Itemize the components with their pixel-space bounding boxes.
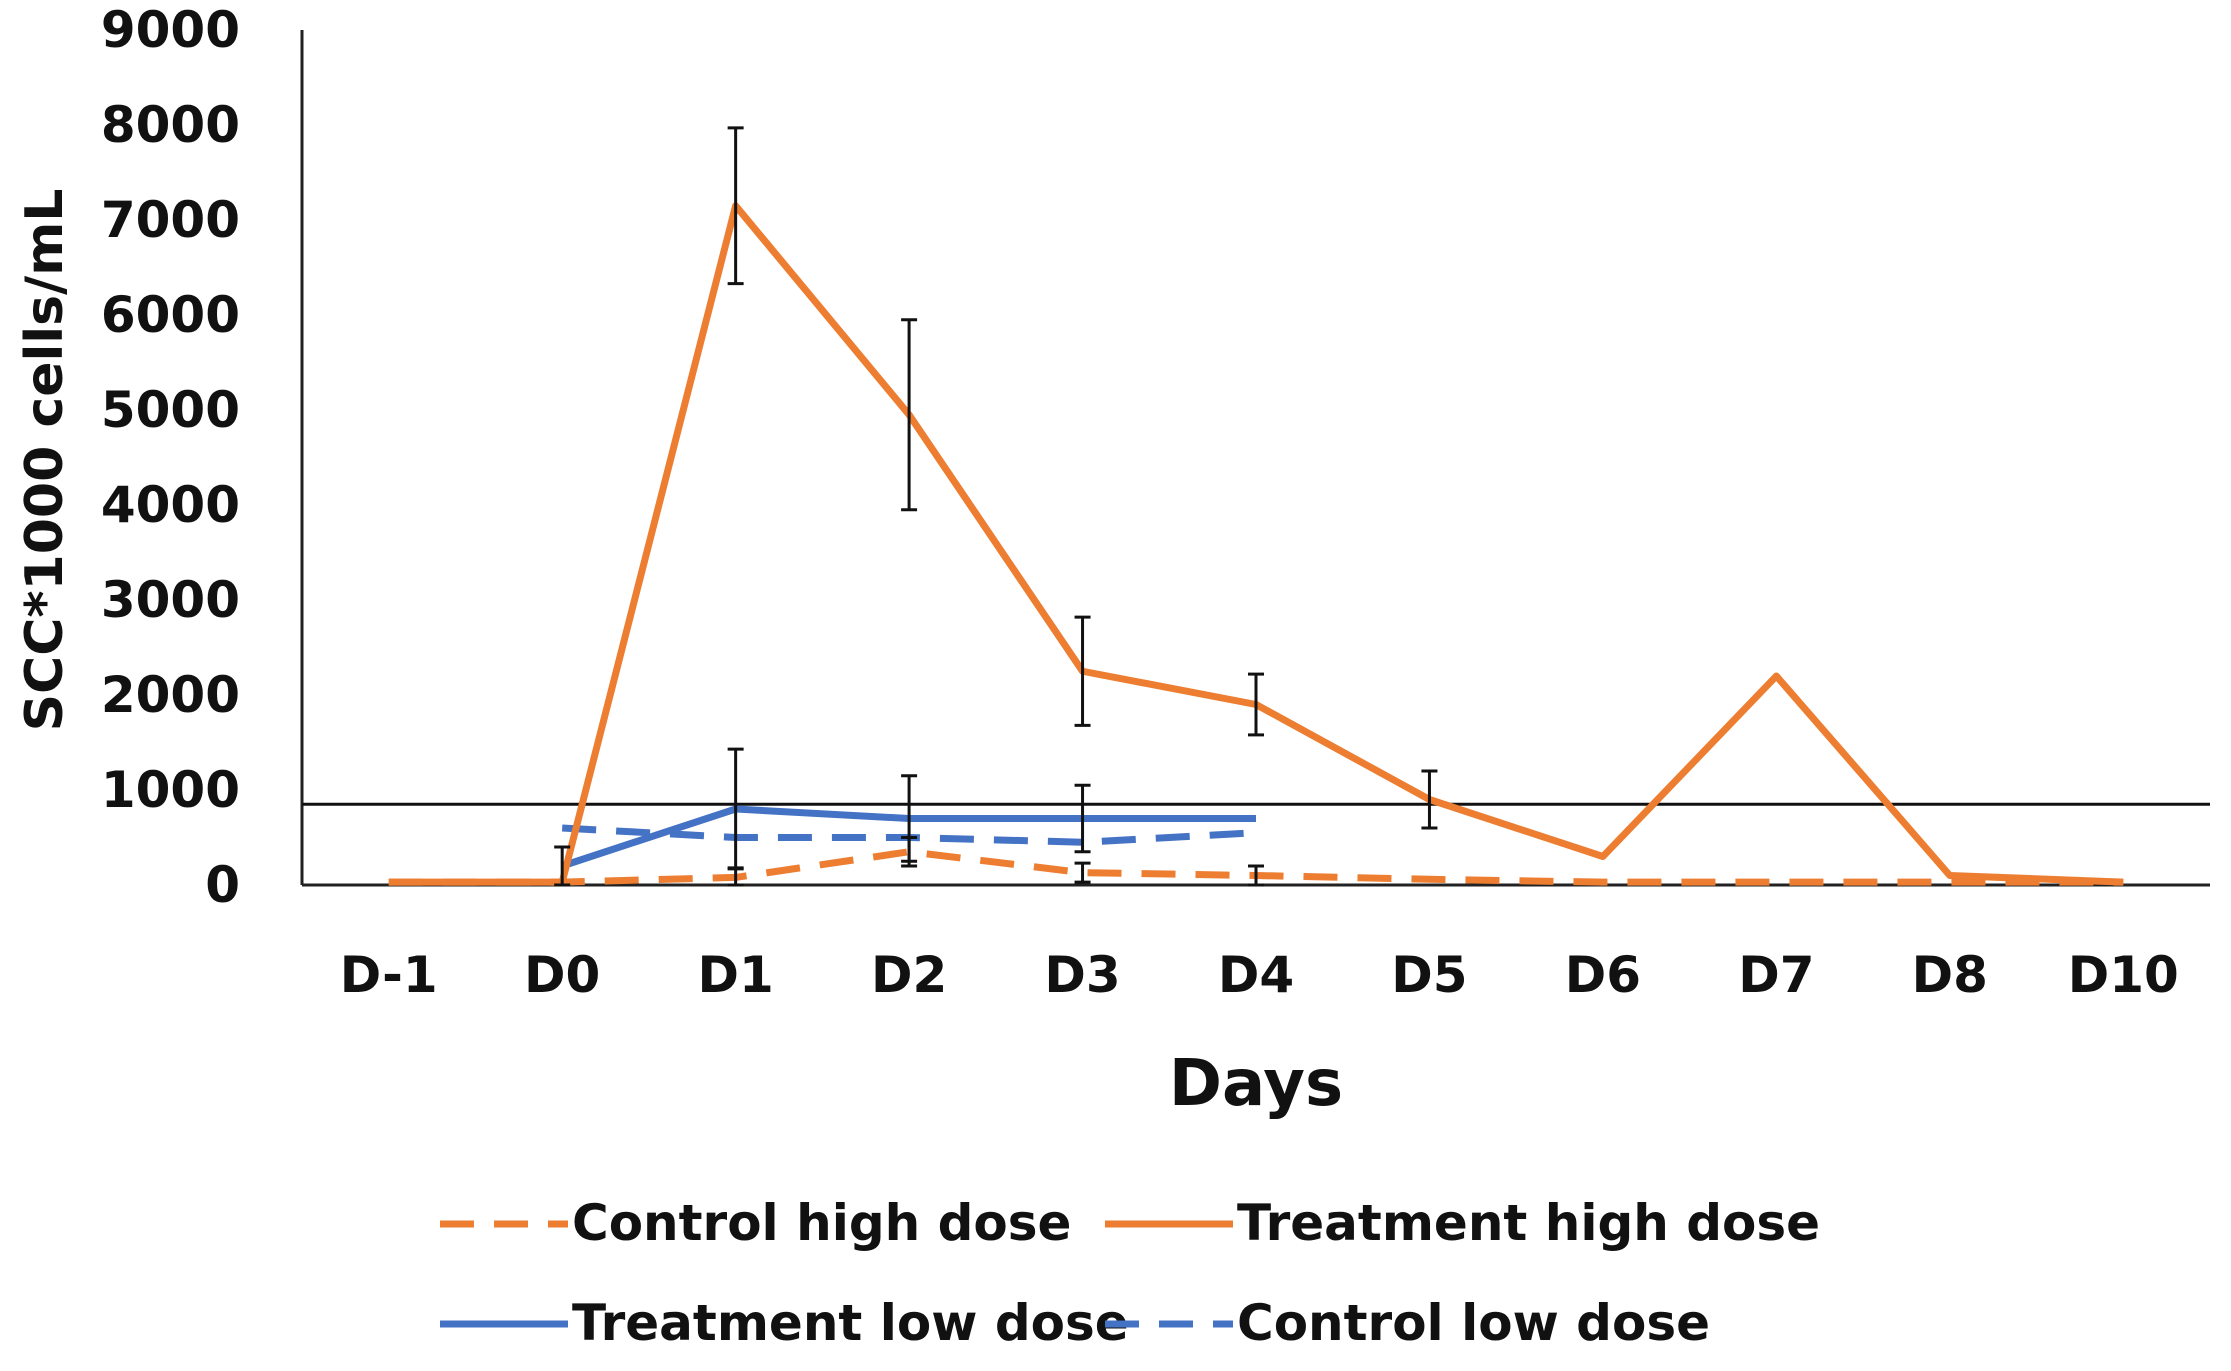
y-tick-label: 4000 [101,476,240,534]
series-layer [388,202,2124,886]
x-tick-label: D-1 [340,946,438,1004]
y-tick-label: 9000 [101,1,240,59]
legend-label: Treatment low dose [572,1294,1129,1352]
x-tick-label: D8 [1912,946,1988,1004]
legend: Control high dose Treatment high dose Trea… [440,1194,1820,1352]
y-tick-label: 2000 [101,666,240,724]
x-tick-label: D3 [1044,946,1120,1004]
x-tick-label: D0 [524,946,600,1004]
x-tick-label: D2 [871,946,947,1004]
x-tick-label: D4 [1218,946,1294,1004]
x-tick-label: D5 [1391,946,1467,1004]
error-bars-layer [554,126,1438,887]
x-axis-title: Days [1169,1047,1343,1121]
y-tick-label: 8000 [101,96,240,154]
x-tick-label: D6 [1565,946,1641,1004]
x-tick-label: D10 [2068,946,2179,1004]
y-tick-label: 6000 [101,286,240,344]
y-tick-label: 5000 [101,381,240,439]
series-line-treatment-high-dose [388,202,2124,886]
legend-label: Control low dose [1237,1294,1710,1352]
y-tick-label: 0 [205,856,240,914]
y-tick-label: 3000 [101,571,240,629]
legend-label: Control high dose [572,1194,1071,1252]
x-axis-ticks: D-1 D0 D1 D2 D3 D4 D5 D6 D7 D8 D10 [340,946,2179,1004]
x-tick-label: D1 [697,946,773,1004]
y-axis-ticks: 0 1000 2000 3000 4000 5000 6000 7000 8000 9000 [101,1,240,914]
y-tick-label: 1000 [101,761,240,819]
y-tick-label: 7000 [101,191,240,249]
y-axis-title: SCC*1000 cells/mL [15,189,75,732]
x-tick-label: D7 [1738,946,1814,1004]
legend-label: Treatment high dose [1237,1194,1820,1252]
